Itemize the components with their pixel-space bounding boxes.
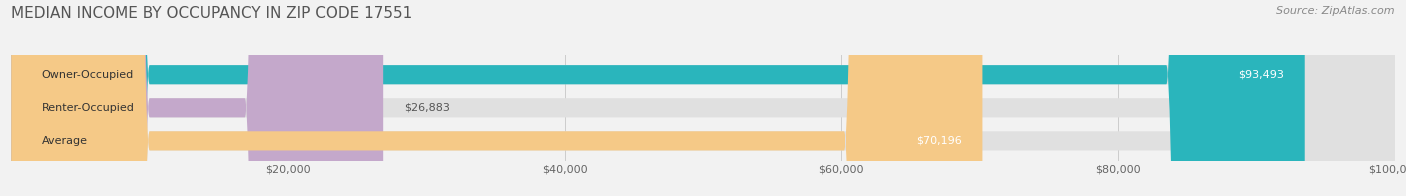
FancyBboxPatch shape (11, 0, 1305, 196)
Text: Average: Average (42, 136, 87, 146)
Text: $70,196: $70,196 (915, 136, 962, 146)
FancyBboxPatch shape (11, 0, 1395, 196)
Text: $93,493: $93,493 (1239, 70, 1284, 80)
Text: Renter-Occupied: Renter-Occupied (42, 103, 135, 113)
FancyBboxPatch shape (11, 0, 1395, 196)
Text: MEDIAN INCOME BY OCCUPANCY IN ZIP CODE 17551: MEDIAN INCOME BY OCCUPANCY IN ZIP CODE 1… (11, 6, 412, 21)
FancyBboxPatch shape (11, 0, 1395, 196)
FancyBboxPatch shape (11, 0, 384, 196)
Text: $26,883: $26,883 (404, 103, 450, 113)
Text: Source: ZipAtlas.com: Source: ZipAtlas.com (1277, 6, 1395, 16)
FancyBboxPatch shape (11, 0, 983, 196)
Text: Owner-Occupied: Owner-Occupied (42, 70, 134, 80)
